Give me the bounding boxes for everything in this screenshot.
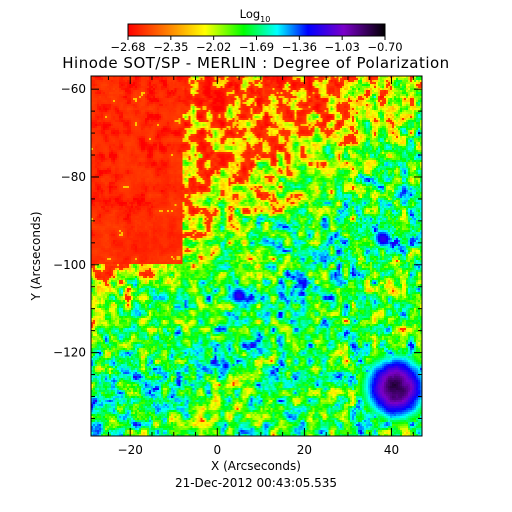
colorbar-ticks: −2.68 −2.35 −2.02 −1.69 −1.36 −1.03 −0.70	[110, 36, 403, 54]
colorbar-tick-label: −0.70	[367, 40, 402, 54]
y-tick-label: −80	[61, 170, 86, 184]
x-tick-label: 0	[213, 443, 221, 457]
axis-ticks: −20 0 20 40 −60 −80 −100 −120	[53, 76, 422, 457]
y-axis-title: Y (Arcseconds)	[29, 211, 43, 301]
colorbar-tick-label: −1.69	[239, 40, 274, 54]
colorbar-tick-label: −1.03	[325, 40, 360, 54]
colorbar-gradient	[128, 24, 385, 36]
y-tick-label: −120	[53, 346, 86, 360]
colorbar-tick-label: −2.68	[110, 40, 145, 54]
colorbar: Log10 −2.68 −2.35 −2.02 −1.69 −1.36 −1.03 −0.7…	[110, 7, 402, 54]
colorbar-tick-label: −1.36	[282, 40, 317, 54]
x-tick-label: 40	[384, 443, 399, 457]
x-tick-label: −20	[118, 443, 143, 457]
plot-frame	[90, 75, 423, 437]
polarization-heatmap	[91, 76, 422, 436]
timestamp: 21-Dec-2012 00:43:05.535	[175, 476, 337, 490]
colorbar-title: Log10	[240, 7, 271, 24]
chart-title: Hinode SOT/SP - MERLIN : Degree of Polar…	[62, 54, 449, 72]
x-axis-title: X (Arcseconds)	[211, 459, 301, 473]
x-tick-label: 20	[297, 443, 312, 457]
y-tick-label: −60	[61, 82, 86, 96]
colorbar-tick-label: −2.02	[196, 40, 231, 54]
colorbar-tick-label: −2.35	[153, 40, 188, 54]
y-tick-label: −100	[53, 258, 86, 272]
